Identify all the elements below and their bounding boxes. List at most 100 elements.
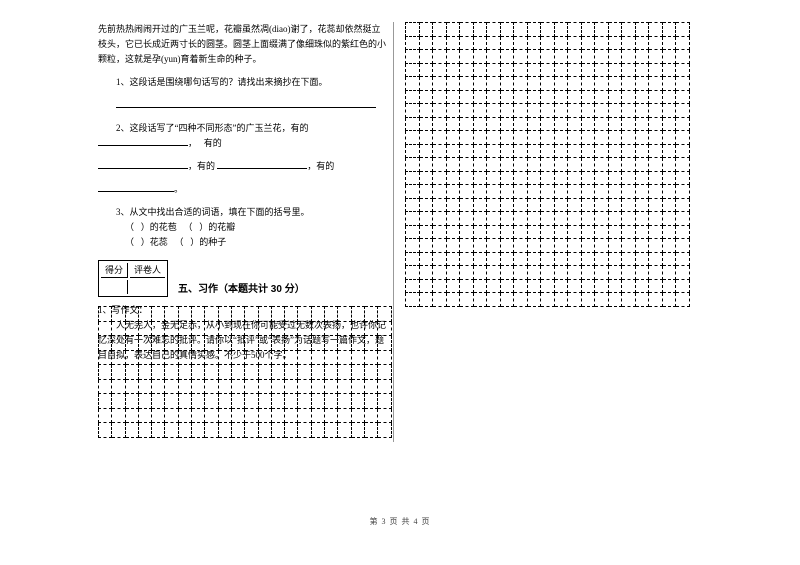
grid-cell[interactable] [649,198,663,212]
grid-cell[interactable] [473,239,487,253]
grid-cell[interactable] [514,252,528,266]
grid-cell[interactable] [271,365,284,380]
grid-cell[interactable] [487,185,501,199]
grid-cell[interactable] [487,171,501,185]
grid-cell[interactable] [527,293,541,307]
grid-cell[interactable] [258,365,271,380]
grid-cell[interactable] [338,408,351,423]
grid-cell[interactable] [649,144,663,158]
grid-cell[interactable] [364,350,377,365]
grid-cell[interactable] [581,171,595,185]
grid-cell[interactable] [662,171,676,185]
grid-cell[interactable] [581,50,595,64]
grid-cell[interactable] [112,307,125,322]
grid-cell[interactable] [541,23,555,37]
grid-cell[interactable] [514,144,528,158]
grid-cell[interactable] [138,307,151,322]
grid-cell[interactable] [178,423,191,438]
grid-cell[interactable] [541,77,555,91]
grid-cell[interactable] [622,171,636,185]
grid-cell[interactable] [231,350,244,365]
grid-cell[interactable] [205,321,218,336]
grid-cell[interactable] [527,36,541,50]
grid-cell[interactable] [554,90,568,104]
grid-cell[interactable] [595,23,609,37]
grid-cell[interactable] [635,23,649,37]
grid-cell[interactable] [581,131,595,145]
grid-cell[interactable] [581,279,595,293]
grid-cell[interactable] [178,307,191,322]
grid-cell[interactable] [406,225,420,239]
grid-cell[interactable] [662,158,676,172]
grid-cell[interactable] [192,321,205,336]
grid-cell[interactable] [622,131,636,145]
grid-cell[interactable] [231,365,244,380]
grid-cell[interactable] [649,77,663,91]
grid-cell[interactable] [245,350,258,365]
grid-cell[interactable] [245,365,258,380]
grid-cell[interactable] [608,252,622,266]
grid-cell[interactable] [554,63,568,77]
grid-cell[interactable] [568,198,582,212]
grid-cell[interactable] [285,321,298,336]
grid-cell[interactable] [152,365,165,380]
grader-cell[interactable] [130,280,165,294]
grid-cell[interactable] [514,36,528,50]
grid-cell[interactable] [676,158,690,172]
grid-cell[interactable] [568,77,582,91]
grid-cell[interactable] [152,423,165,438]
grid-cell[interactable] [581,212,595,226]
grid-cell[interactable] [271,336,284,351]
grid-cell[interactable] [649,239,663,253]
grid-cell[interactable] [311,423,324,438]
grid-cell[interactable] [218,365,231,380]
grid-cell[interactable] [487,198,501,212]
grid-cell[interactable] [554,279,568,293]
grid-cell[interactable] [351,379,364,394]
grid-cell[interactable] [473,198,487,212]
grid-cell[interactable] [285,379,298,394]
grid-cell[interactable] [406,239,420,253]
grid-cell[interactable] [649,225,663,239]
grid-cell[interactable] [676,131,690,145]
grid-cell[interactable] [419,212,433,226]
grid-cell[interactable] [298,321,311,336]
grid-cell[interactable] [419,50,433,64]
grid-cell[interactable] [460,266,474,280]
grid-cell[interactable] [298,336,311,351]
grid-cell[interactable] [419,171,433,185]
grid-cell[interactable] [541,171,555,185]
grid-cell[interactable] [205,408,218,423]
grid-cell[interactable] [635,293,649,307]
grid-cell[interactable] [231,321,244,336]
grid-cell[interactable] [311,379,324,394]
grid-cell[interactable] [460,50,474,64]
grid-cell[interactable] [460,131,474,145]
grid-cell[interactable] [608,171,622,185]
grid-cell[interactable] [487,158,501,172]
grid-cell[interactable] [245,394,258,409]
grid-cell[interactable] [662,225,676,239]
grid-cell[interactable] [676,144,690,158]
grid-cell[interactable] [419,266,433,280]
grid-cell[interactable] [527,23,541,37]
grid-cell[interactable] [406,266,420,280]
grid-cell[interactable] [205,379,218,394]
grid-cell[interactable] [541,239,555,253]
grid-cell[interactable] [595,252,609,266]
grid-cell[interactable] [378,307,391,322]
grid-cell[interactable] [649,293,663,307]
grid-cell[interactable] [473,144,487,158]
grid-cell[interactable] [165,379,178,394]
grid-cell[interactable] [231,408,244,423]
grid-cell[interactable] [635,252,649,266]
grid-cell[interactable] [99,321,112,336]
grid-cell[interactable] [568,266,582,280]
grid-cell[interactable] [541,293,555,307]
grid-cell[interactable] [245,423,258,438]
grid-cell[interactable] [595,144,609,158]
grid-cell[interactable] [205,365,218,380]
grid-cell[interactable] [460,77,474,91]
grid-cell[interactable] [433,239,447,253]
grid-cell[interactable] [325,365,338,380]
